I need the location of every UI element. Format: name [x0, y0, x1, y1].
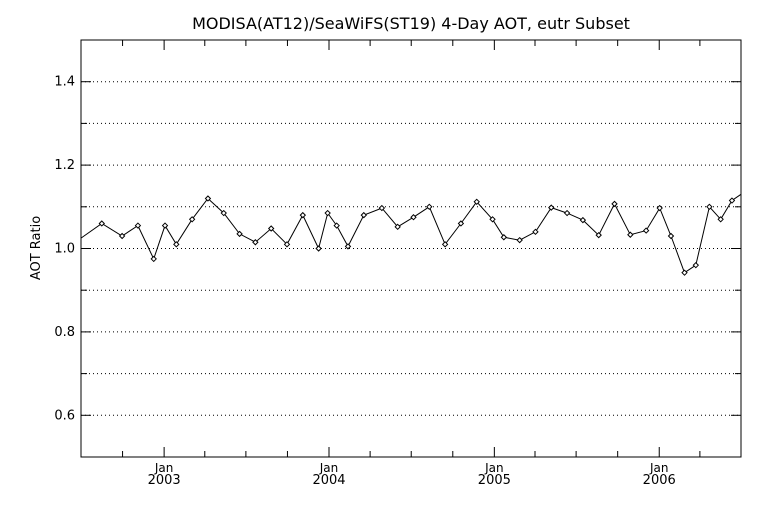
data-point	[642, 227, 650, 234]
data-point	[611, 200, 618, 208]
data-point	[394, 223, 401, 231]
data-point	[579, 216, 587, 224]
data-point	[489, 216, 496, 223]
y-tick-label: 1.4	[54, 75, 75, 90]
data-point	[656, 204, 663, 212]
data-point	[410, 214, 417, 221]
data-point	[681, 269, 688, 276]
y-tick-label: 0.8	[54, 325, 75, 340]
axes: 0.60.81.01.21.4Jan2003Jan2004Jan2005Jan2…	[54, 40, 741, 488]
data-point	[283, 241, 291, 248]
data-point	[378, 204, 386, 212]
data-point	[118, 232, 126, 240]
data-point	[548, 204, 555, 211]
chart-title: MODISA(AT12)/SeaWiFS(ST19) 4-Day AOT, eu…	[192, 14, 630, 33]
data-point	[627, 231, 634, 238]
x-tick-month-label: Jan	[319, 461, 339, 475]
data-point	[457, 220, 465, 227]
plot-frame	[80, 39, 742, 458]
data-series	[80, 193, 742, 276]
data-point	[333, 222, 340, 229]
data-point	[595, 231, 602, 239]
data-point	[267, 225, 275, 232]
gridlines	[81, 81, 741, 416]
data-point	[692, 261, 700, 269]
data-point	[563, 209, 571, 217]
data-point	[134, 222, 142, 229]
x-tick-month-label: Jan	[484, 461, 504, 475]
y-tick-label: 1.2	[54, 158, 75, 173]
y-axis-label: AOT Ratio	[29, 216, 44, 280]
data-point	[441, 241, 449, 248]
data-point	[236, 230, 243, 238]
data-point	[728, 197, 736, 204]
data-point	[532, 228, 539, 236]
x-tick-year-label: 2003	[148, 473, 181, 488]
data-point	[426, 203, 433, 211]
x-tick-month-label: Jan	[649, 461, 669, 475]
data-point	[188, 216, 196, 223]
data-point	[500, 234, 508, 241]
data-point	[344, 243, 352, 250]
x-tick-year-label: 2005	[478, 473, 511, 488]
x-tick-year-label: 2004	[312, 473, 345, 488]
data-point	[299, 211, 307, 219]
series-line	[80, 193, 742, 274]
data-point	[516, 236, 523, 244]
data-point	[252, 239, 259, 246]
x-tick-year-label: 2006	[643, 473, 676, 488]
data-point	[315, 245, 322, 252]
y-tick-label: 1.0	[54, 242, 75, 257]
data-point	[324, 209, 331, 217]
data-point	[150, 255, 157, 263]
data-point	[667, 232, 675, 240]
data-point	[98, 220, 105, 227]
data-point	[161, 222, 169, 229]
data-point	[473, 198, 480, 206]
data-point	[220, 209, 227, 217]
x-tick-month-label: Jan	[154, 461, 174, 475]
data-point	[706, 203, 713, 211]
data-point	[360, 211, 367, 219]
y-tick-label: 0.6	[54, 408, 75, 423]
data-point	[204, 195, 212, 202]
data-point	[173, 241, 180, 248]
data-point	[717, 216, 724, 223]
